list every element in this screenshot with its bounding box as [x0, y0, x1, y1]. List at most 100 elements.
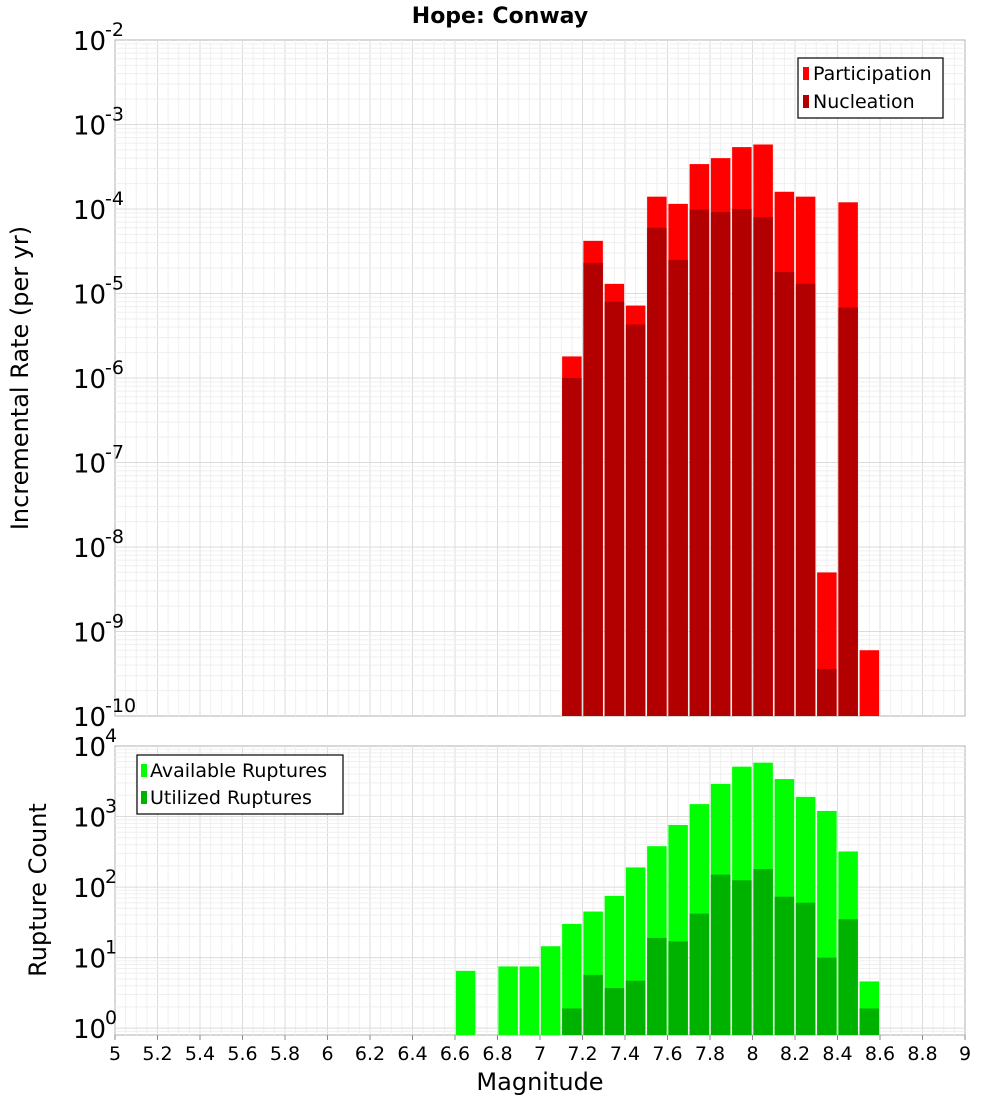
bar-back: [455, 970, 476, 1035]
bar-front: [795, 283, 816, 716]
bar-front: [859, 1008, 880, 1035]
y-tick-label: 10: [73, 281, 106, 311]
top-bars: [562, 144, 880, 717]
x-tick-label: 6.4: [397, 1043, 427, 1065]
bar-front: [732, 209, 752, 716]
bar-front: [774, 896, 795, 1035]
bottom-y-axis-label: Rupture Count: [24, 803, 52, 977]
y-tick-label: 10: [73, 196, 106, 226]
y-tick-exponent: 3: [105, 796, 117, 818]
bottom-bars: [455, 762, 880, 1035]
y-tick-label: 10: [73, 619, 106, 649]
y-tick-exponent: -4: [105, 188, 124, 210]
y-tick-label: 10: [73, 27, 106, 57]
y-tick-label: 10: [73, 450, 106, 480]
x-tick-label: 8.6: [865, 1043, 895, 1065]
bar-front: [625, 980, 646, 1035]
bottom-legend: Available Ruptures Utilized Ruptures: [136, 754, 344, 815]
x-tick-label: 7: [534, 1043, 546, 1065]
bar-back: [562, 923, 582, 1035]
legend-label-utilized: Utilized Ruptures: [150, 787, 312, 809]
bar-front: [795, 902, 816, 1035]
x-tick-label: 8.8: [907, 1043, 937, 1065]
bar-back: [859, 650, 880, 716]
bar-front: [817, 668, 837, 716]
bar-front: [647, 227, 667, 716]
y-tick-exponent: -8: [105, 526, 124, 548]
top-legend: Participation Nucleation: [797, 57, 944, 119]
y-tick-label: 10: [73, 703, 106, 733]
x-ticks: 5 5.2 5.4 5.6 5.8 6 6.2 6.4 6.6 6.8 7 7.2 7.4 7.6 7.8 8…: [109, 1035, 971, 1065]
y-tick-exponent: 4: [105, 725, 117, 747]
x-axis-label: Magnitude: [476, 1068, 603, 1096]
bar-front: [689, 209, 710, 716]
legend-label-participation: Participation: [813, 63, 932, 85]
x-tick-label: 5.8: [270, 1043, 300, 1065]
x-tick-label: 7.6: [652, 1043, 682, 1065]
bar-front: [583, 974, 603, 1035]
chart-title: Hope: Conway: [412, 4, 588, 29]
y-tick-exponent: -3: [105, 104, 124, 126]
bar-front: [647, 937, 667, 1035]
x-tick-label: 9: [959, 1043, 971, 1065]
bar-front: [604, 988, 625, 1035]
x-tick-label: 6: [321, 1043, 333, 1065]
bar-front: [625, 324, 646, 716]
x-tick-label: 5.4: [185, 1043, 215, 1065]
x-tick-label: 5.6: [227, 1043, 257, 1065]
bar-front: [753, 869, 773, 1035]
y-tick-label: 10: [73, 112, 106, 142]
bar-front: [562, 1008, 582, 1035]
y-tick-label: 10: [73, 1015, 106, 1045]
bar-front: [710, 212, 731, 716]
bar-front: [604, 301, 625, 716]
bar-front: [710, 874, 731, 1035]
bar-front: [668, 259, 688, 716]
x-tick-label: 8: [746, 1043, 758, 1065]
bar-front: [753, 217, 773, 716]
y-tick-label: 10: [73, 534, 106, 564]
x-tick-label: 5: [109, 1043, 121, 1065]
x-tick-label: 6.8: [482, 1043, 512, 1065]
top-legend-box: [797, 57, 944, 119]
legend-swatch-participation: [803, 67, 809, 80]
y-tick-label: 10: [73, 733, 106, 763]
x-tick-label: 7.8: [695, 1043, 725, 1065]
bar-front: [668, 941, 688, 1035]
top-grid: [115, 40, 965, 716]
y-tick-exponent: -9: [105, 611, 124, 633]
legend-label-nucleation: Nucleation: [813, 91, 915, 113]
y-tick-exponent: 0: [105, 1007, 117, 1029]
x-tick-label: 6.2: [355, 1043, 385, 1065]
x-tick-label: 6.6: [440, 1043, 470, 1065]
y-tick-label: 10: [73, 804, 106, 834]
y-tick-exponent: -7: [105, 442, 124, 464]
y-tick-exponent: 1: [105, 937, 117, 959]
y-tick-label: 10: [73, 945, 106, 975]
bar-back: [498, 966, 518, 1035]
y-tick-exponent: -2: [105, 19, 124, 41]
bar-back: [519, 966, 540, 1035]
x-tick-label: 7.2: [567, 1043, 597, 1065]
y-tick-exponent: 2: [105, 866, 117, 888]
x-tick-label: 5.2: [142, 1043, 172, 1065]
bar-front: [689, 913, 710, 1035]
bar-front: [817, 957, 837, 1035]
bar-back: [540, 946, 561, 1035]
top-y-axis-label: Incremental Rate (per yr): [6, 226, 34, 530]
legend-label-available: Available Ruptures: [150, 760, 327, 782]
legend-swatch-nucleation: [803, 95, 809, 108]
bar-front: [838, 919, 858, 1035]
y-tick-exponent: -10: [105, 695, 136, 717]
x-tick-label: 8.4: [822, 1043, 852, 1065]
y-tick-label: 10: [73, 874, 106, 904]
x-tick-label: 7.4: [610, 1043, 640, 1065]
y-tick-exponent: -5: [105, 273, 124, 295]
bottom-legend-box: [136, 754, 344, 815]
y-tick-exponent: -6: [105, 357, 124, 379]
legend-swatch-available: [141, 764, 147, 777]
bar-front: [838, 307, 858, 716]
